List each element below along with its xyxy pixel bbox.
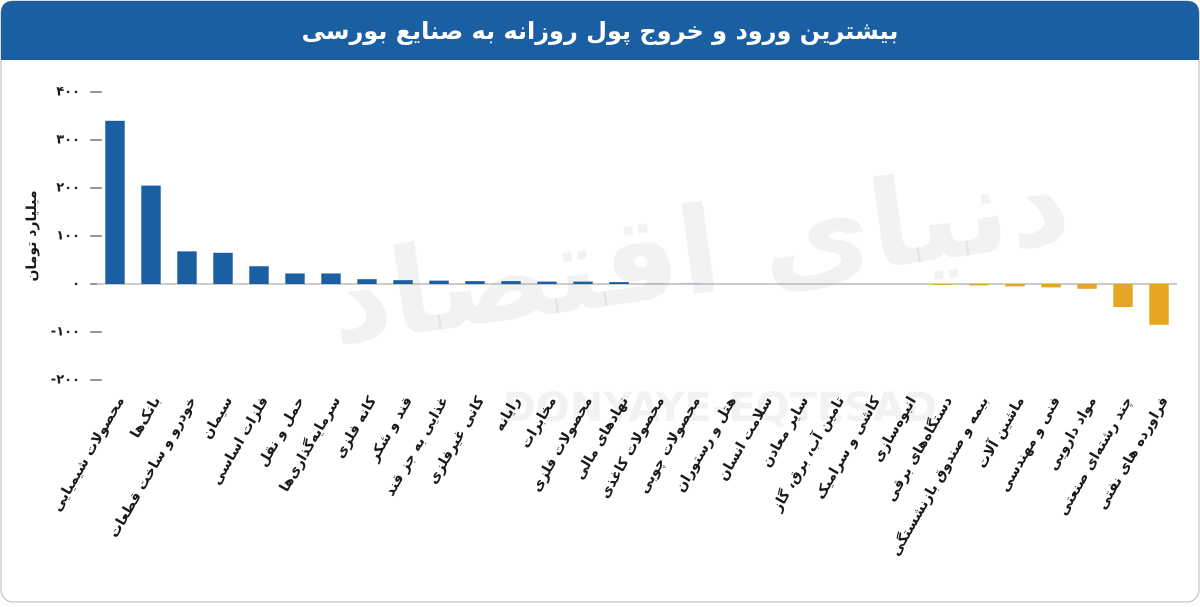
y-tick-label: ۴۰۰ xyxy=(56,85,80,100)
bar xyxy=(1149,284,1168,325)
chart-title: بیشترین ورود و خروج پول روزانه به صنایع … xyxy=(302,17,899,45)
bar xyxy=(1113,284,1132,307)
bar xyxy=(501,281,520,284)
bar xyxy=(429,281,448,284)
y-tick-label: ۱۰۰ xyxy=(56,229,80,244)
y-axis-label: میلیارد تومان xyxy=(24,190,40,281)
bar xyxy=(177,251,196,284)
bar xyxy=(537,282,556,284)
bar xyxy=(213,253,232,284)
bar xyxy=(393,280,412,284)
bar xyxy=(465,281,484,284)
bar xyxy=(609,282,628,284)
bar xyxy=(285,273,304,284)
bar xyxy=(933,284,952,285)
bar xyxy=(1077,284,1096,289)
bar xyxy=(357,279,376,284)
y-tick-label: ۰ xyxy=(72,277,80,292)
bar xyxy=(573,282,592,284)
y-tick-label: ۳۰۰ xyxy=(56,133,80,148)
bar xyxy=(105,121,124,284)
y-tick-label: ۲۰۰ xyxy=(56,181,80,196)
bar xyxy=(321,273,340,284)
bar xyxy=(1041,284,1060,287)
bar xyxy=(141,186,160,284)
y-tick-label: -۲۰۰ xyxy=(51,373,80,388)
bar xyxy=(249,266,268,284)
y-tick-label: -۱۰۰ xyxy=(51,325,80,340)
bar xyxy=(969,284,988,285)
bar xyxy=(1005,284,1024,286)
